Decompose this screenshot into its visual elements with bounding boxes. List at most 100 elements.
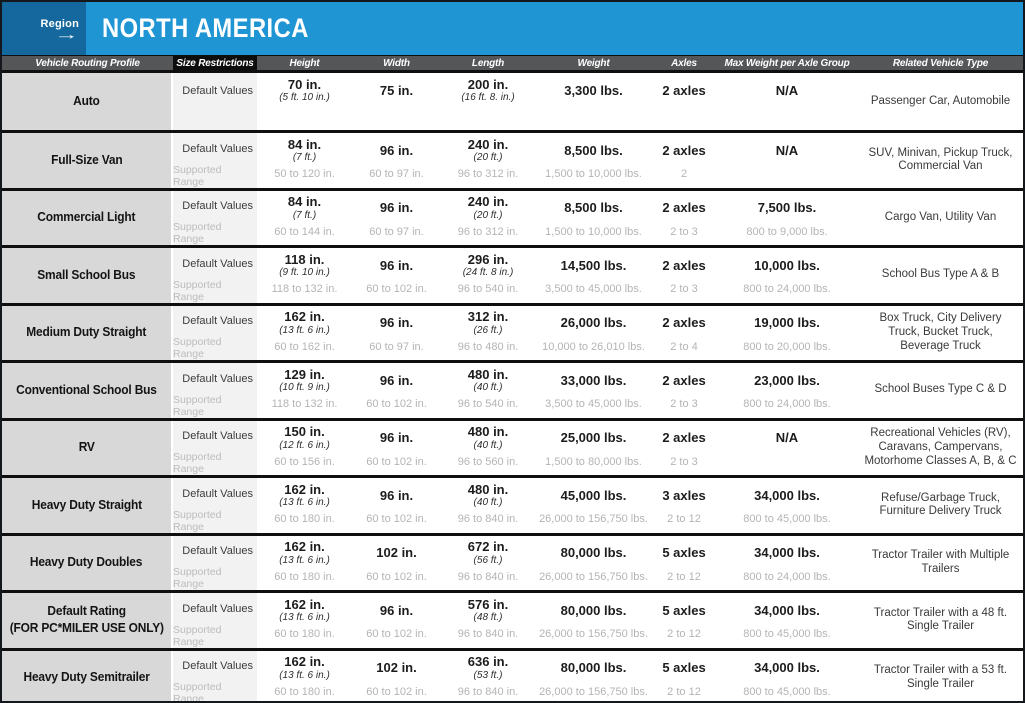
range-value: 60 to 180 in. <box>274 570 335 583</box>
default-value: 34,000 lbs. <box>754 660 820 676</box>
range-value: 26,000 to 156,750 lbs. <box>539 570 648 583</box>
default-value: 45,000 lbs. <box>560 487 627 503</box>
column-header-max-weight-per-axle-group: Max Weight per Axle Group <box>724 57 850 69</box>
table-row: Heavy Duty Semitrailer Default Values Supp… <box>2 647 1023 702</box>
range-value: 96 to 840 in. <box>457 628 519 640</box>
weight-cell: 25,000 lbs. 1,500 to 80,000 lbs. <box>535 421 652 476</box>
size-restrictions-cell: Default Values Supported Range <box>173 420 257 475</box>
default-value: 8,500 lbs. <box>564 142 623 158</box>
value-subtext: (12 ft. 6 in.) <box>279 439 330 451</box>
axles-cell: 2 axles 2 to 3 <box>652 363 716 418</box>
column-header-vehicle-routing-profile: Vehicle Routing Profile <box>35 57 140 69</box>
default-value: 96 in. <box>379 315 414 331</box>
range-value: 96 to 840 in. <box>457 685 519 698</box>
default-value: 2 axles <box>662 372 706 388</box>
related-vehicle-type: Tractor Trailer with Multiple Trailers <box>871 549 1010 575</box>
max-weight-cell: 34,000 lbs. 800 to 45,000 lbs. <box>716 593 858 648</box>
profile-name: Medium Duty Straight <box>26 324 147 340</box>
height-cell: 162 in. (13 ft. 6 in.) 60 to 180 in. <box>257 651 352 702</box>
profile-cell: Auto <box>2 73 173 130</box>
width-cell: 96 in. 60 to 97 in. <box>352 191 441 246</box>
default-values-label: Default Values <box>182 545 253 558</box>
default-value: 5 axles <box>662 660 706 676</box>
height-cell: 162 in. (13 ft. 6 in.) 60 to 180 in. <box>257 478 352 533</box>
default-value: 8,500 lbs. <box>564 200 623 216</box>
range-value: 1,500 to 10,000 lbs. <box>545 225 642 238</box>
profile-name: RV <box>78 439 95 455</box>
related-vehicle-type: Passenger Car, Automobile <box>870 94 1011 107</box>
table-row: Full-Size Van Default Values Supported Ran… <box>2 130 1023 188</box>
max-weight-cell: 7,500 lbs. 800 to 9,000 lbs. <box>716 191 858 246</box>
axles-cell: 2 axles <box>652 73 716 130</box>
column-header-length: Length <box>471 57 505 69</box>
default-value: 480 in. <box>467 424 509 440</box>
range-value: 2 to 3 <box>670 398 698 410</box>
table-row: Commercial Light Default Values Supported … <box>2 187 1023 246</box>
related-vehicle-type: Box Truck, City Delivery Truck, Bucket T… <box>879 312 1002 352</box>
value-subtext: (7 ft.) <box>292 152 317 164</box>
default-value: 240 in. <box>467 194 509 210</box>
column-header-weight: Weight <box>577 57 610 69</box>
default-values-label: Default Values <box>182 602 253 615</box>
default-value: 2 axles <box>662 82 706 98</box>
profile-name: Auto <box>73 93 100 109</box>
value-subtext: (13 ft. 6 in.) <box>279 324 330 336</box>
value-subtext: (7 ft.) <box>292 209 317 221</box>
width-cell: 96 in. 60 to 102 in. <box>352 363 441 418</box>
default-value: 5 axles <box>662 545 706 561</box>
value-subtext: (56 ft.) <box>473 554 503 566</box>
range-value: 60 to 102 in. <box>366 570 427 583</box>
default-value: 96 in. <box>379 487 414 503</box>
table-header-row: Vehicle Routing Profile Size Restriction… <box>2 55 1023 70</box>
value-subtext: (20 ft.) <box>473 209 503 221</box>
related-vehicle-type: Recreational Vehicles (RV), Caravans, Ca… <box>864 427 1017 467</box>
default-value: 162 in. <box>284 596 325 612</box>
value-subtext: (24 ft. 8 in.) <box>462 267 514 279</box>
supported-range-label: Supported Range <box>173 623 222 648</box>
length-cell: 480 in. (40 ft.) 96 to 840 in. <box>441 478 535 533</box>
value-subtext: (9 ft. 10 in.) <box>279 267 330 279</box>
length-cell: 672 in. (56 ft.) 96 to 840 in. <box>441 536 535 591</box>
default-value: 14,500 lbs. <box>560 257 627 273</box>
default-value: 162 in. <box>284 539 325 555</box>
max-weight-cell: 34,000 lbs. 800 to 45,000 lbs. <box>716 651 858 702</box>
range-value: 60 to 102 in. <box>366 398 427 410</box>
default-value: 3 axles <box>662 487 706 503</box>
default-value: 5 axles <box>662 602 706 618</box>
region-band: Region → NORTH AMERICA <box>2 2 1023 55</box>
height-cell: 162 in. (13 ft. 6 in.) 60 to 162 in. <box>257 306 352 361</box>
range-value: 60 to 97 in. <box>369 340 424 353</box>
default-value: 240 in. <box>467 136 509 152</box>
range-value: 50 to 120 in. <box>274 168 335 180</box>
length-cell: 200 in. (16 ft. 8. in.) <box>441 73 535 130</box>
range-value: 2 to 12 <box>667 513 701 525</box>
default-value: N/A <box>775 430 799 446</box>
range-value: 60 to 180 in. <box>274 685 335 698</box>
weight-cell: 14,500 lbs. 3,500 to 45,000 lbs. <box>535 248 652 303</box>
default-values-label: Default Values <box>182 200 253 213</box>
length-cell: 312 in. (26 ft.) 96 to 480 in. <box>441 306 535 361</box>
range-value: 96 to 540 in. <box>457 398 519 410</box>
max-weight-cell: 10,000 lbs. 800 to 24,000 lbs. <box>716 248 858 303</box>
range-value: 2 to 4 <box>670 340 698 353</box>
range-value: 60 to 180 in. <box>274 628 335 640</box>
range-value: 26,000 to 156,750 lbs. <box>539 513 648 525</box>
profile-cell: Heavy Duty Semitrailer <box>2 650 173 701</box>
default-value: 480 in. <box>467 481 509 497</box>
supported-range-label: Supported Range <box>173 393 222 418</box>
default-value: 2 axles <box>662 315 706 331</box>
width-cell: 96 in. 60 to 102 in. <box>352 478 441 533</box>
default-value: 312 in. <box>467 309 509 325</box>
column-header-axles: Axles <box>671 57 697 69</box>
profile-name: Heavy Duty Doubles <box>30 554 143 570</box>
height-cell: 150 in. (12 ft. 6 in.) 60 to 156 in. <box>257 421 352 476</box>
value-subtext: (13 ft. 6 in.) <box>279 554 330 566</box>
default-value: 75 in. <box>379 82 414 98</box>
default-value: 129 in. <box>284 366 325 382</box>
default-value: 19,000 lbs. <box>754 315 820 331</box>
range-value: 60 to 180 in. <box>274 513 335 525</box>
profile-name: Full-Size Van <box>50 151 123 167</box>
range-value: 96 to 540 in. <box>457 283 519 295</box>
related-vehicle-type: Tractor Trailer with a 48 ft. Single Tra… <box>873 606 1008 633</box>
range-value: 118 to 132 in. <box>271 398 338 410</box>
